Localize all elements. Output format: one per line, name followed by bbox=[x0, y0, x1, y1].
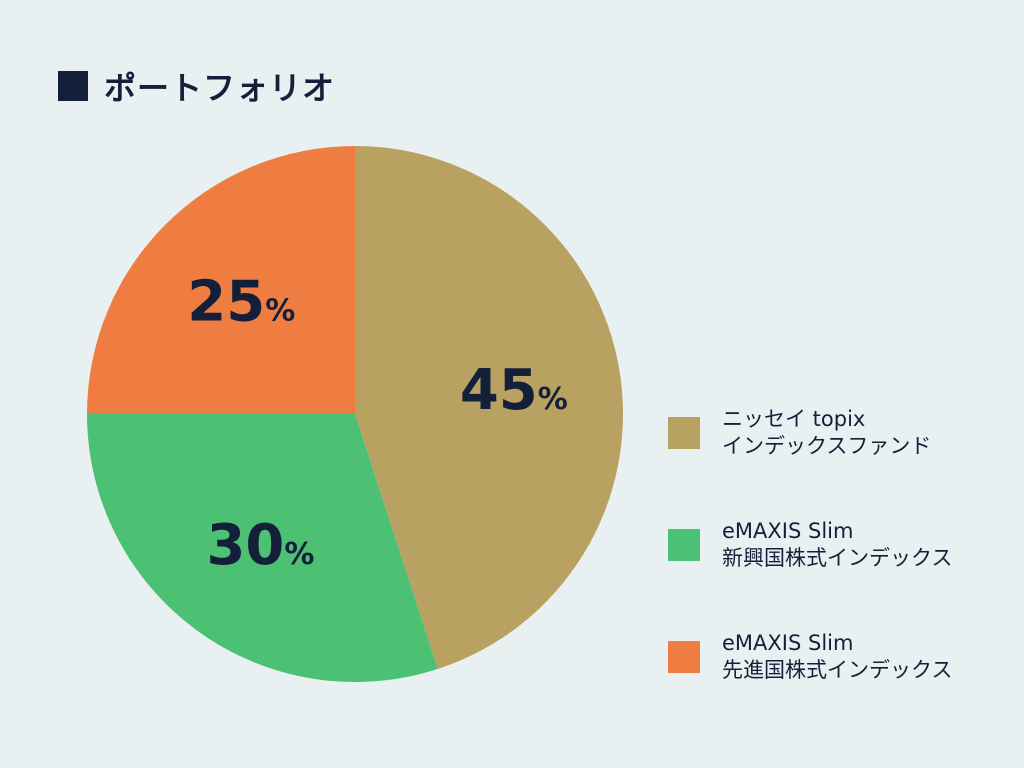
legend-label: eMAXIS Slim 先進国株式インデックス bbox=[722, 630, 952, 684]
slice-percent-unit: % bbox=[538, 382, 568, 417]
legend-swatch bbox=[668, 417, 700, 449]
pie-labels: 45%30%25% bbox=[187, 269, 568, 578]
legend-item: eMAXIS Slim 先進国株式インデックス bbox=[668, 629, 1018, 685]
pie-slice bbox=[87, 414, 438, 682]
chart-title-block: ポートフォリオ bbox=[58, 64, 335, 108]
pie-slices bbox=[87, 146, 623, 682]
slice-percent-unit: % bbox=[265, 293, 295, 328]
pie-slice bbox=[355, 146, 623, 669]
legend-label: eMAXIS Slim 新興国株式インデックス bbox=[722, 518, 952, 572]
slice-percent-unit: % bbox=[284, 537, 314, 572]
slice-percent-label: 45% bbox=[460, 358, 568, 423]
title-square-icon bbox=[58, 71, 88, 101]
legend-swatch bbox=[668, 641, 700, 673]
legend-label-line2: インデックスファンド bbox=[722, 434, 932, 458]
slice-percent-value: 30 bbox=[206, 513, 284, 578]
slice-percent-label: 25% bbox=[187, 269, 295, 334]
legend: ニッセイ topix インデックスファンド eMAXIS Slim 新興国株式イ… bbox=[668, 405, 1018, 741]
slice-percent-label: 30% bbox=[206, 513, 314, 578]
legend-label-line2: 先進国株式インデックス bbox=[722, 658, 953, 682]
legend-item: eMAXIS Slim 新興国株式インデックス bbox=[668, 517, 1018, 573]
slice-percent-value: 45 bbox=[460, 358, 538, 423]
chart-title: ポートフォリオ bbox=[104, 69, 336, 107]
legend-label-line1: eMAXIS Slim bbox=[722, 631, 854, 655]
legend-label-line1: eMAXIS Slim bbox=[722, 519, 854, 543]
legend-label-line2: 新興国株式インデックス bbox=[722, 546, 953, 570]
legend-label-line1: ニッセイ topix bbox=[722, 407, 866, 431]
legend-swatch bbox=[668, 529, 700, 561]
legend-label: ニッセイ topix インデックスファンド bbox=[722, 406, 931, 460]
slice-percent-value: 25 bbox=[187, 269, 265, 334]
legend-item: ニッセイ topix インデックスファンド bbox=[668, 405, 1018, 461]
pie-slice bbox=[87, 146, 355, 414]
